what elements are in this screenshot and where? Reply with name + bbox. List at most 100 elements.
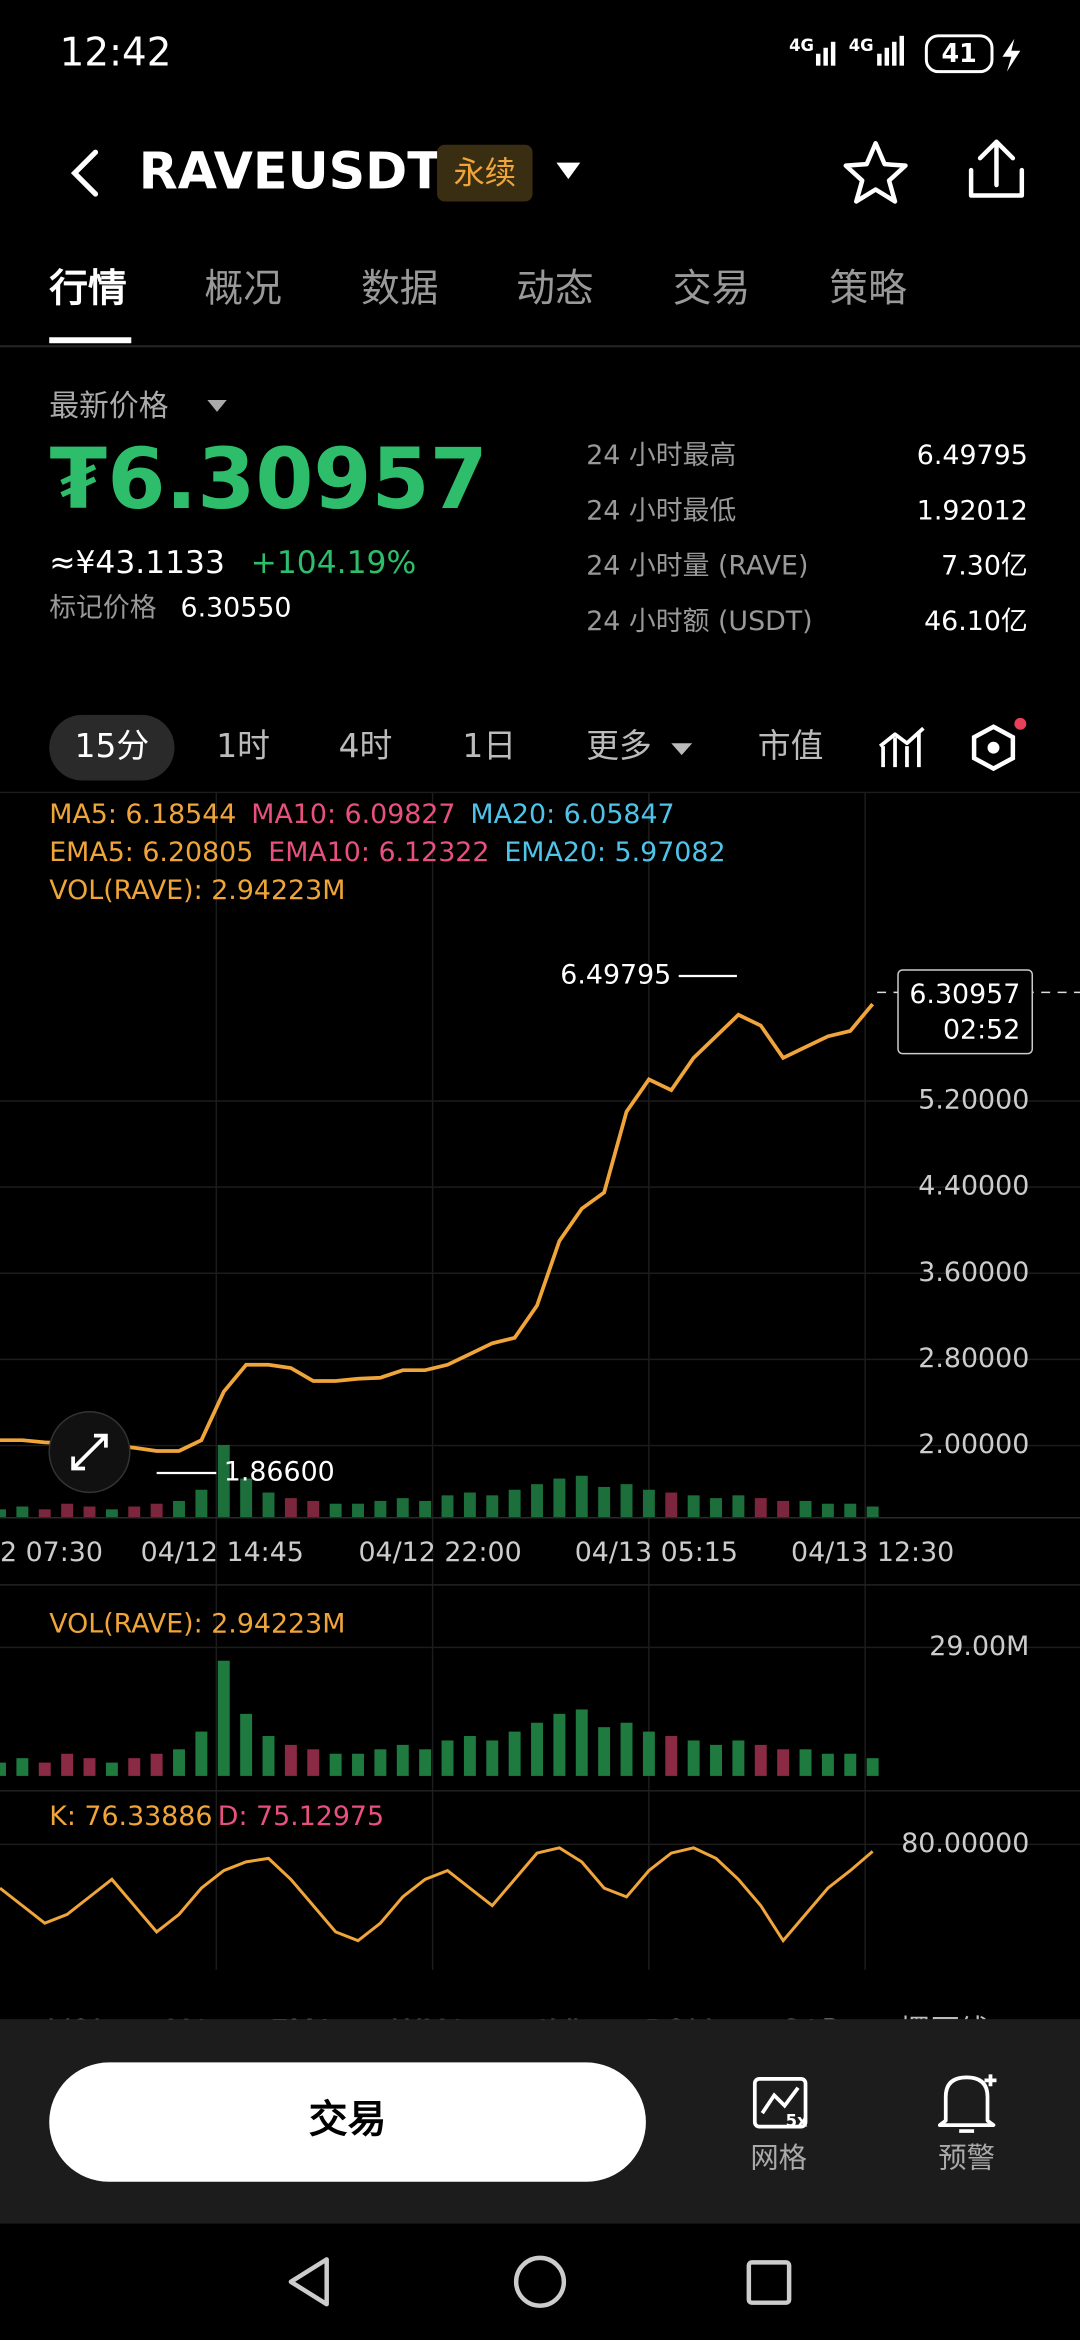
volume-bar — [128, 1506, 141, 1518]
volume-bar — [284, 1744, 297, 1776]
volume-bar — [284, 1498, 297, 1518]
favorite-button[interactable] — [843, 141, 908, 204]
tab[interactable]: 数据 — [361, 267, 439, 312]
volume-bar — [486, 1740, 499, 1776]
volume-bar — [463, 1492, 476, 1518]
x-tick-label: 04/12 14:45 — [141, 1537, 304, 1568]
countdown: 02:52 — [943, 1015, 1020, 1046]
more-dropdown[interactable] — [671, 743, 693, 756]
intervals: 15分 1时 4时 1日 更多 市值 — [75, 727, 824, 765]
stat-value: 46.10亿 — [924, 606, 1028, 637]
indicators: MA5: 6.18544 MA10: 6.09827 MA20: 6.05847 EM… — [49, 798, 725, 905]
volume-bar — [38, 1762, 51, 1776]
last-price: ₮6.30957 — [49, 430, 488, 528]
volume-bar — [777, 1749, 790, 1776]
y-tick-label: 4.40000 — [918, 1171, 1029, 1202]
volume-bar — [866, 1758, 879, 1776]
interval[interactable]: 1时 — [216, 727, 270, 765]
grid-icon[interactable] — [752, 2076, 808, 2129]
share-button[interactable] — [968, 139, 1025, 198]
tab[interactable]: 行情 — [49, 267, 127, 312]
volume-bar — [598, 1486, 611, 1518]
interval[interactable]: 15分 — [75, 727, 150, 765]
volume-bar — [61, 1503, 74, 1518]
volume-bar — [598, 1727, 611, 1776]
volume-bar — [486, 1495, 499, 1518]
symbol-dropdown[interactable] — [556, 162, 581, 180]
volume-bar — [173, 1500, 185, 1518]
volume-bar — [128, 1758, 141, 1776]
interval[interactable]: 4时 — [339, 727, 393, 765]
volume-bar — [732, 1740, 745, 1776]
volume-bar — [553, 1713, 566, 1776]
alert-icon[interactable] — [937, 2075, 996, 2133]
volume-bar — [307, 1749, 320, 1776]
volume-bar — [352, 1503, 364, 1518]
mark-price: 6.30550 — [180, 592, 291, 623]
tag: 永续 — [453, 156, 516, 192]
volume-bar — [754, 1498, 767, 1518]
stat-value: 6.49795 — [917, 440, 1028, 471]
back-button[interactable] — [70, 149, 99, 197]
d-label: D: 75.12975 — [218, 1801, 384, 1832]
nav-back[interactable] — [288, 2257, 329, 2307]
volume-bar — [240, 1478, 253, 1518]
interval[interactable]: 市值 — [758, 727, 824, 765]
volume-bar — [844, 1753, 857, 1776]
alert-plus — [984, 2074, 997, 2087]
volume-bar — [620, 1484, 633, 1518]
tab[interactable]: 概况 — [204, 267, 282, 312]
k-label: K: 76.33886 — [49, 1801, 212, 1832]
volume-bar — [754, 1744, 767, 1776]
indicator-line: MA5: 6.18544 MA10: 6.09827 MA20: 6.05847 — [49, 798, 674, 829]
stats: 24 小时最高 6.49795 24 小时最低 1.92012 24 小时量 (RAVE… — [586, 440, 1028, 637]
volume-bar — [307, 1500, 320, 1518]
battery-level: 41 — [942, 38, 977, 68]
interval[interactable]: 更多 — [586, 727, 652, 765]
nav-recent[interactable] — [746, 2260, 792, 2305]
volume-bar — [105, 1762, 118, 1776]
volume-bar — [150, 1503, 163, 1518]
tab[interactable]: 动态 — [516, 267, 594, 312]
volume-bar — [687, 1495, 700, 1518]
volume-bar — [687, 1740, 700, 1776]
price-cny: ≈¥43.1133 — [49, 545, 225, 581]
indicator-value: MA10: 6.09827 — [251, 798, 455, 829]
volume-bar — [419, 1500, 432, 1518]
x-tick-label: 2 07:30 — [0, 1537, 103, 1568]
indicator-button[interactable] — [878, 726, 925, 768]
volume-bar — [262, 1492, 275, 1518]
grid — [0, 792, 1080, 1970]
nav-home[interactable] — [513, 2255, 567, 2308]
volume-bar — [83, 1506, 96, 1518]
x-tick-label: 04/12 22:00 — [358, 1537, 521, 1568]
settings-dot — [987, 741, 1000, 754]
volume-bar — [329, 1753, 342, 1776]
volume-bar — [821, 1753, 834, 1776]
volume-bar — [799, 1500, 812, 1518]
signal-label: 4G — [849, 36, 874, 55]
volume-bar — [0, 1762, 6, 1776]
volume-bar — [710, 1498, 722, 1518]
x-tick-label: 04/13 12:30 — [791, 1537, 954, 1568]
tab[interactable]: 交易 — [673, 267, 751, 312]
indicator-value: EMA5: 6.20805 — [49, 836, 253, 867]
y-tick-label: 29.00M — [929, 1631, 1029, 1662]
volume-bar — [777, 1500, 790, 1518]
trade-button[interactable] — [49, 2062, 646, 2182]
interval[interactable]: 1日 — [462, 727, 516, 765]
notification-dot — [1014, 717, 1027, 730]
settings-button[interactable] — [971, 724, 1016, 772]
volume-bar — [575, 1475, 588, 1518]
tag-bg — [437, 144, 533, 202]
indicator-value: MA20: 6.05847 — [470, 798, 674, 829]
tab[interactable]: 策略 — [829, 267, 907, 312]
grid-label: 网格 — [750, 2141, 807, 2174]
price-dropdown[interactable] — [207, 399, 227, 412]
signal-label: 4G — [789, 36, 814, 55]
volume-chart: 29.00M — [0, 1631, 1080, 1776]
grid-icon-line — [760, 2086, 800, 2115]
volume-bar — [374, 1749, 387, 1776]
